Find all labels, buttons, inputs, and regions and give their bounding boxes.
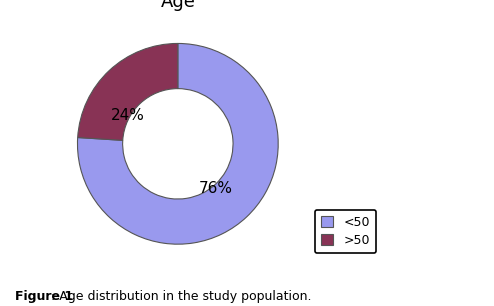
Text: 24%: 24%	[111, 108, 145, 123]
Legend: <50, >50: <50, >50	[315, 210, 376, 253]
Text: Figure 1: Figure 1	[15, 290, 73, 303]
Title: Age: Age	[161, 0, 195, 11]
Wedge shape	[78, 43, 178, 140]
Text: 76%: 76%	[199, 181, 233, 196]
Wedge shape	[78, 43, 278, 244]
Text: : Age distribution in the study population.: : Age distribution in the study populati…	[51, 290, 311, 303]
